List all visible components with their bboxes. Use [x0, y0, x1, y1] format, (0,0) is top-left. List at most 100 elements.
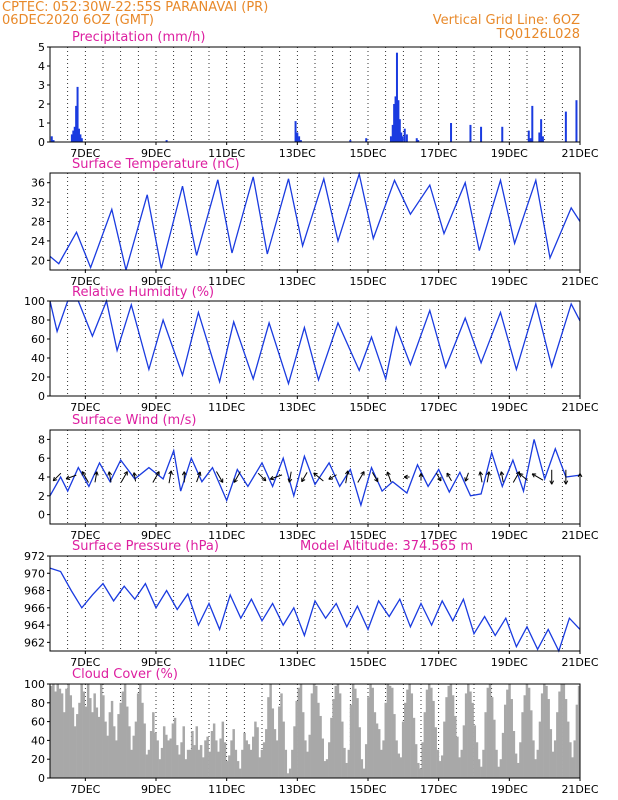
cloud-bar	[434, 727, 437, 778]
cloud-bar	[464, 693, 468, 778]
cloud-bar	[538, 721, 542, 778]
wind-ytick-label: 8	[38, 433, 45, 446]
cloud-bar	[423, 712, 427, 778]
cloud-bar	[175, 745, 179, 778]
temp-ytick-label: 32	[31, 196, 45, 209]
cloud-bar	[380, 749, 383, 778]
rh-xtick-label: 15DEC	[349, 401, 386, 414]
wind-xtick-label: 9DEC	[141, 529, 171, 542]
cloud-bar	[130, 749, 133, 778]
cloud-bar	[262, 742, 266, 778]
cloud-bar	[427, 684, 431, 778]
cloud-bar	[260, 749, 264, 778]
precip-bar	[394, 96, 397, 142]
cloud-bar	[486, 687, 490, 778]
cloud-bar	[560, 684, 563, 778]
cloud-bar	[60, 693, 64, 778]
precip-bar	[299, 140, 302, 142]
cloud-bar	[410, 693, 414, 778]
cloud-bar	[364, 744, 368, 778]
cloud-bar	[204, 740, 207, 778]
precip-bar	[405, 134, 408, 142]
cloud-bar	[540, 693, 544, 778]
wind-arrow	[120, 471, 128, 483]
cloud-bar	[412, 717, 416, 778]
temp-xtick-label: 9DEC	[141, 275, 171, 288]
rh-xtick-label: 13DEC	[279, 401, 316, 414]
cloud-bar	[451, 695, 455, 778]
cloud-bar	[495, 749, 498, 778]
cloud-bar	[499, 759, 503, 778]
cloud-bar	[293, 726, 296, 778]
header-location: CPTEC: 052:30W-22:55S PARANAVAI (PR)	[2, 0, 268, 15]
cloud-bar	[102, 695, 105, 778]
wind-arrow	[313, 472, 324, 482]
wind-title: Surface Wind (m/s)	[72, 413, 196, 428]
cloud-bar	[67, 684, 70, 778]
wind-arrow	[345, 470, 350, 484]
precip-bar	[165, 140, 168, 142]
cloud-bar	[440, 755, 444, 778]
cloud-bar	[247, 744, 251, 778]
precip-bar	[564, 111, 567, 142]
cloud-bar	[547, 699, 550, 778]
wind-arrow	[216, 471, 224, 483]
cloud-bar	[480, 766, 483, 778]
cloud-bar	[208, 751, 212, 778]
wind-xtick-label: 13DEC	[279, 529, 316, 542]
pressure-series-line	[49, 567, 581, 653]
precip-bar	[397, 100, 400, 142]
wind-arrow	[357, 471, 365, 483]
cloud-bar	[282, 721, 285, 778]
cloud-bar	[510, 699, 513, 778]
wind-xtick-label: 17DEC	[420, 529, 457, 542]
precip-xtick-label: 13DEC	[279, 147, 316, 160]
cloud-bar	[360, 759, 364, 778]
temp-series-line	[49, 171, 581, 271]
cloud-bar	[488, 684, 492, 778]
cloud-bar	[117, 714, 120, 778]
rh-xtick-label: 9DEC	[141, 401, 171, 414]
wind-arrow	[65, 474, 77, 480]
cloud-bar	[95, 707, 99, 778]
precip-ytick-label: 3	[38, 79, 45, 92]
cloud-bar	[297, 687, 301, 778]
wind-arrow	[371, 472, 379, 483]
cloud-bar	[202, 757, 205, 778]
cloud-bar	[134, 721, 138, 778]
cloud-bar	[517, 762, 520, 778]
cloud-bar	[171, 723, 175, 778]
cloud-bar	[78, 702, 81, 778]
precip-bar	[365, 138, 368, 142]
cloud-bar	[56, 684, 59, 778]
cloud-bar	[473, 725, 477, 778]
precip-bar	[294, 121, 297, 142]
temp-ytick-label: 20	[31, 254, 45, 267]
cloud-bar	[436, 749, 440, 778]
temp-xtick-label: 17DEC	[420, 275, 457, 288]
cloud-bar	[286, 773, 290, 778]
cloud-bar	[76, 714, 79, 778]
cloud-bar	[310, 693, 314, 778]
cloud-bar	[384, 702, 387, 778]
wind-arrow	[386, 471, 392, 483]
precip-bar	[400, 132, 403, 142]
cloud-bar	[65, 688, 68, 778]
cloud-bar	[393, 714, 396, 778]
cloud-bar	[50, 685, 53, 778]
cloud-bar	[401, 721, 405, 778]
cloud-xtick-label: 17DEC	[420, 783, 457, 796]
cloud-ytick-label: 20	[31, 753, 45, 766]
cloud-bar	[462, 725, 466, 778]
cloud-bar	[553, 740, 557, 778]
wind-xtick-label: 15DEC	[349, 529, 386, 542]
precip-panel: Precipitation (mm/h) 0 1 2 3 4 5 7DEC 9DEC 11DEC 1…	[38, 30, 599, 160]
cloud-bar	[199, 745, 203, 778]
cloud-bar	[328, 742, 331, 778]
precip-bar	[73, 126, 76, 142]
cloud-bar	[58, 688, 62, 778]
cloud-bar	[438, 761, 442, 778]
cloud-xtick-label: 11DEC	[208, 783, 245, 796]
cloud-ytick-label: 100	[24, 678, 45, 691]
temp-ytick-label: 24	[31, 235, 45, 248]
